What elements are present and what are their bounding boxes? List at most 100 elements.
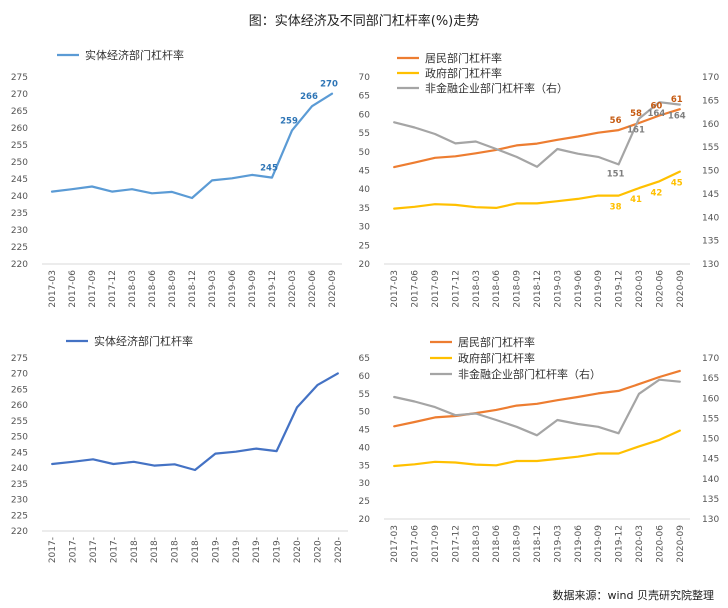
x-tick-label: 2019-09 [594, 525, 604, 563]
data-label: 60 [650, 102, 662, 112]
x-tick-label: 2018-06 [148, 270, 158, 308]
y-tick-label: 240 [11, 464, 28, 474]
chart-sector-leverage: 20 25 30 35 40 45 50 55 60 65 70 130 135 140 145 150 155… [359, 51, 720, 308]
series-line [393, 170, 681, 210]
y-tick-label: 225 [11, 511, 28, 521]
y-tick-label: 250 [11, 158, 28, 168]
y-tick-label: 50 [359, 148, 371, 158]
x-tick-label: 2018-06 [492, 270, 502, 308]
y2-tick-label: 160 [702, 120, 719, 130]
x-tick-label: 2020-09 [676, 270, 686, 308]
y2-tick-label: 170 [702, 354, 719, 364]
y-tick-label: 30 [359, 223, 371, 233]
data-label: 266 [300, 92, 318, 102]
x-tick-label: 2018-09 [513, 525, 523, 563]
y2-tick-label: 155 [702, 414, 719, 424]
figure-title: 图：实体经济及不同部门杠杆率(%)走势 [248, 14, 480, 29]
x-tick-label: 2019-03 [553, 270, 563, 308]
x-tick-label: 2017-12 [108, 270, 118, 308]
x-tick-label: 2018- [130, 537, 140, 563]
y-tick-label: 275 [11, 73, 28, 83]
y-tick-label: 60 [359, 110, 371, 120]
y-tick-label: 70 [359, 73, 371, 83]
x-tick-label: 2018-09 [168, 270, 178, 308]
y-tick-label: 235 [11, 209, 28, 219]
y2-tick-label: 130 [702, 515, 719, 525]
x-tick-label: 2017- [109, 537, 119, 563]
y-tick-label: 245 [11, 448, 28, 458]
y-tick-label: 40 [359, 443, 371, 453]
series-line [393, 369, 681, 428]
x-tick-label: 2018-06 [492, 525, 502, 563]
x-tick-label: 2017-09 [431, 525, 441, 563]
series-line [393, 429, 681, 468]
x-tick-label: 2019- [211, 537, 221, 563]
data-label: 270 [320, 80, 338, 90]
y2-tick-label: 165 [702, 96, 719, 106]
x-tick-label: 2017- [89, 537, 99, 563]
x-tick-label: 2018-12 [533, 525, 543, 563]
y-tick-label: 270 [11, 370, 28, 380]
y-tick-label: 60 [359, 372, 371, 382]
data-label: 161 [627, 126, 645, 136]
y2-tick-label: 150 [702, 435, 719, 445]
x-tick-label: 2018- [171, 537, 181, 563]
x-tick-label: 2019- [252, 537, 262, 563]
data-label: 41 [630, 195, 642, 205]
y-tick-label: 240 [11, 192, 28, 202]
y-tick-label: 260 [11, 124, 28, 134]
y-tick-label: 255 [11, 141, 28, 151]
x-tick-label: 2020- [334, 537, 344, 563]
x-tick-label: 2019-09 [594, 270, 604, 308]
data-label: 151 [607, 169, 625, 179]
series-line [50, 92, 334, 200]
y2-tick-label: 130 [702, 260, 719, 270]
x-tick-label: 2020-03 [288, 270, 298, 308]
y2-tick-label: 145 [702, 190, 719, 200]
x-tick-label: 2019-03 [208, 270, 218, 308]
y-tick-label: 245 [11, 175, 28, 185]
series-line [393, 101, 681, 168]
data-label: 45 [671, 179, 683, 189]
x-tick-label: 2017-09 [88, 270, 98, 308]
x-tick-label: 2019-06 [228, 270, 238, 308]
x-tick-label: 2018-03 [128, 270, 138, 308]
data-label: 259 [280, 116, 298, 126]
data-label: 164 [648, 109, 666, 119]
x-tick-label: 2018-03 [472, 270, 482, 308]
y-tick-label: 35 [359, 204, 370, 214]
y-tick-label: 250 [11, 433, 28, 443]
x-tick-label: 2017-03 [48, 270, 58, 308]
y2-tick-label: 135 [702, 495, 719, 505]
y-tick-label: 65 [359, 92, 370, 102]
y-tick-label: 45 [359, 167, 370, 177]
y-tick-label: 55 [359, 390, 370, 400]
x-tick-label: 2020-09 [676, 525, 686, 563]
y-tick-label: 225 [11, 243, 28, 253]
y-tick-label: 30 [359, 479, 371, 489]
x-tick-label: 2020-06 [308, 270, 318, 308]
series-line [393, 108, 681, 169]
x-tick-label: 2017-06 [68, 270, 78, 308]
legend-label: 非金融企业部门杠杆率（右） [458, 367, 601, 381]
y-tick-label: 45 [359, 426, 370, 436]
x-tick-label: 2017-03 [390, 525, 400, 563]
x-tick-label: 2018-09 [513, 270, 523, 308]
x-tick-label: 2017-06 [411, 270, 421, 308]
y2-tick-label: 135 [702, 237, 719, 247]
y2-tick-label: 140 [702, 213, 719, 223]
x-tick-label: 2019-12 [615, 270, 625, 308]
y-tick-label: 265 [11, 385, 28, 395]
series-line [51, 372, 339, 472]
x-tick-label: 2018-12 [188, 270, 198, 308]
data-label: 61 [671, 95, 683, 105]
x-tick-label: 2020-06 [655, 270, 665, 308]
legend-label: 居民部门杠杆率 [425, 51, 502, 65]
y-tick-label: 275 [11, 354, 28, 364]
y-tick-label: 25 [359, 497, 370, 507]
y-tick-label: 20 [359, 515, 371, 525]
x-tick-label: 2020-03 [635, 525, 645, 563]
y-tick-label: 230 [11, 226, 28, 236]
y-tick-label: 270 [11, 90, 28, 100]
